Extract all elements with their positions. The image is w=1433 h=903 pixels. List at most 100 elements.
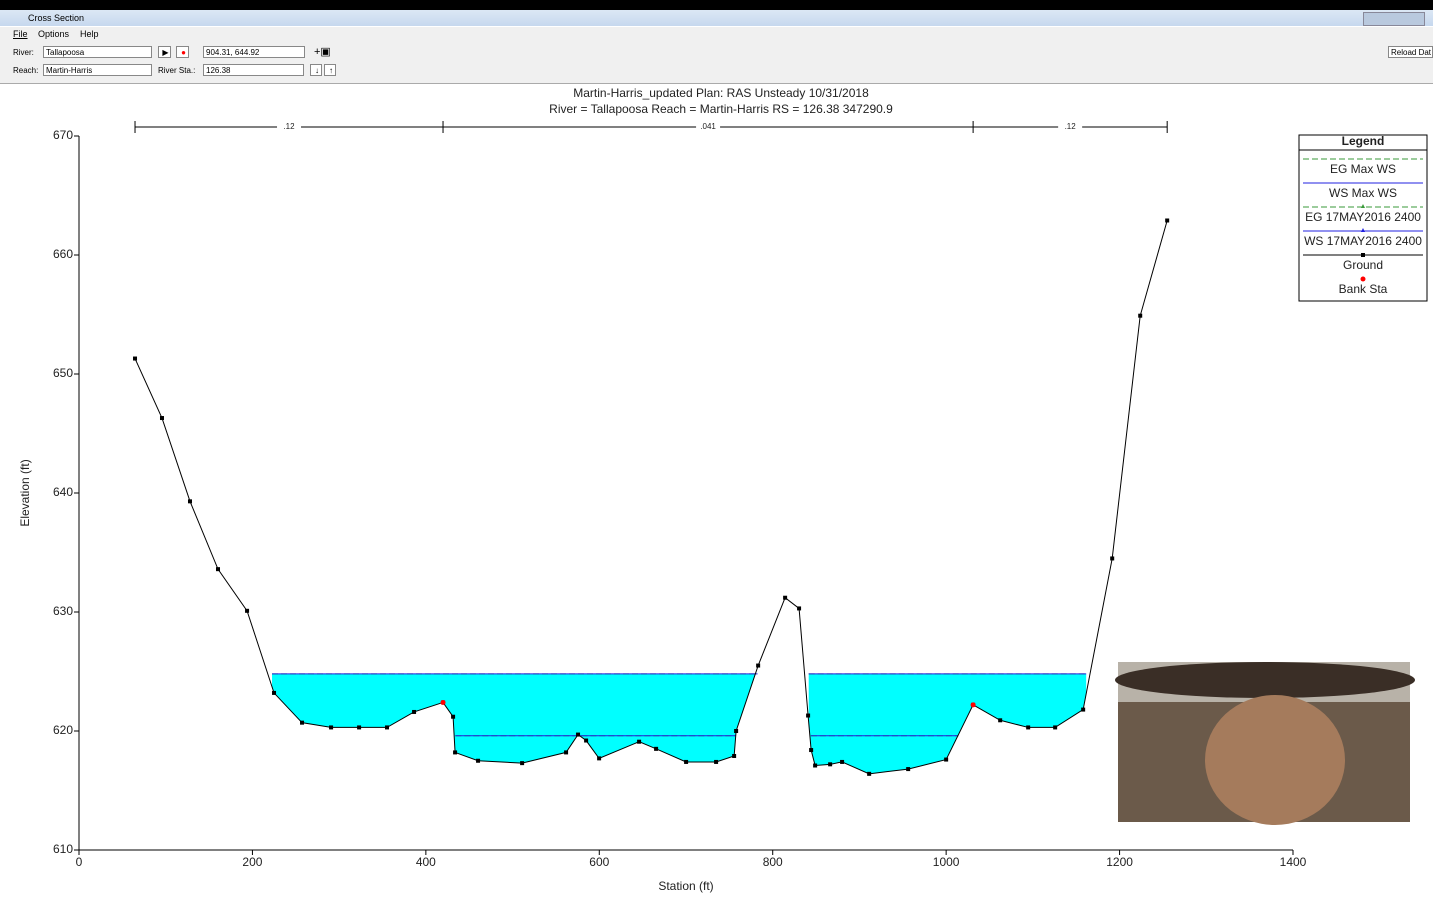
ground-point — [453, 750, 457, 754]
legend-label: EG 17MAY2016 2400 — [1305, 210, 1421, 224]
y-tick-label: 640 — [53, 485, 73, 499]
ground-point — [412, 710, 416, 714]
ground-point — [1026, 725, 1030, 729]
ground-point — [584, 739, 588, 743]
window-buttons[interactable] — [1363, 12, 1425, 26]
ground-point — [188, 499, 192, 503]
chart-title: Martin-Harris_updated Plan: RAS Unsteady… — [573, 86, 869, 100]
reload-button[interactable]: Reload Dat — [1388, 46, 1433, 58]
ground-point — [756, 664, 760, 668]
menu-item[interactable]: Help — [80, 29, 99, 39]
x-tick-label: 1000 — [933, 855, 960, 869]
ground-point — [1053, 725, 1057, 729]
legend-marker — [1361, 277, 1366, 282]
ground-point — [133, 357, 137, 361]
top-edge — [0, 0, 1433, 10]
cursor-field: 904.31, 644.92 — [203, 46, 305, 58]
ground-point — [797, 606, 801, 610]
photo-face — [1205, 695, 1345, 825]
x-tick-label: 400 — [416, 855, 436, 869]
y-tick-label: 650 — [53, 366, 73, 380]
reach-select[interactable]: Martin-Harris — [43, 64, 152, 76]
y-tick-label: 620 — [53, 723, 73, 737]
down-button[interactable]: ↓ — [310, 64, 322, 76]
menu-item[interactable]: File — [13, 29, 28, 39]
y-axis-label: Elevation (ft) — [18, 459, 32, 526]
y-tick-label: 610 — [53, 842, 73, 856]
n-label: .12 — [1065, 122, 1077, 131]
ground-point — [734, 729, 738, 733]
ground-point — [714, 760, 718, 764]
ground-point — [732, 754, 736, 758]
ground-point — [906, 767, 910, 771]
legend-label: Ground — [1343, 258, 1383, 272]
ground-point — [1138, 314, 1142, 318]
y-tick-label: 670 — [53, 128, 73, 142]
ground-point — [272, 691, 276, 695]
x-tick-label: 1200 — [1106, 855, 1133, 869]
add-button[interactable]: +▣ — [312, 46, 336, 58]
window-title: Cross Section — [28, 13, 84, 23]
ground-point — [300, 721, 304, 725]
station-label: River Sta.: — [158, 66, 195, 75]
n-label: .041 — [700, 122, 716, 131]
ground-point — [684, 760, 688, 764]
ground-point — [867, 772, 871, 776]
toolbar: River: Tallapoosa Reach: Martin-Harris ▶… — [0, 41, 1433, 84]
ground-point — [828, 762, 832, 766]
x-tick-label: 800 — [763, 855, 783, 869]
ground-point — [1081, 708, 1085, 712]
station-select[interactable]: 126.38 — [203, 64, 304, 76]
record-button[interactable]: ● — [176, 46, 189, 58]
ground-point — [654, 747, 658, 751]
legend-marker — [1361, 253, 1365, 257]
x-tick-label: 1400 — [1280, 855, 1307, 869]
legend-label: WS 17MAY2016 2400 — [1304, 234, 1422, 248]
x-axis-label: Station (ft) — [658, 879, 713, 893]
bank-station — [971, 702, 976, 707]
menu-item[interactable]: Options — [38, 29, 69, 39]
n-label: .12 — [283, 122, 295, 131]
y-tick-label: 660 — [53, 247, 73, 261]
ground-point — [160, 416, 164, 420]
ground-point — [385, 725, 389, 729]
title-bar: Cross Section — [0, 10, 1433, 26]
play-button[interactable]: ▶ — [158, 46, 171, 58]
ground-point — [576, 733, 580, 737]
ground-point — [1165, 218, 1169, 222]
legend-title: Legend — [1342, 134, 1385, 148]
ground-point — [451, 715, 455, 719]
river-select[interactable]: Tallapoosa — [43, 46, 152, 58]
ground-point — [998, 718, 1002, 722]
x-tick-label: 0 — [76, 855, 83, 869]
y-tick-label: 630 — [53, 604, 73, 618]
chart: Martin-Harris_updated Plan: RAS Unsteady… — [0, 84, 1433, 902]
app: Cross Section File Options Help River: T… — [0, 0, 1433, 903]
chart-subtitle: River = Tallapoosa Reach = Martin-Harris… — [549, 102, 893, 116]
x-tick-label: 200 — [242, 855, 262, 869]
x-tick-label: 600 — [589, 855, 609, 869]
ground-point — [637, 740, 641, 744]
menu-bar: File Options Help — [0, 27, 1433, 41]
legend-label: WS Max WS — [1329, 186, 1397, 200]
ground-point — [783, 596, 787, 600]
bank-station — [441, 700, 446, 705]
ground-point — [564, 750, 568, 754]
ground-point — [520, 761, 524, 765]
ground-point — [840, 760, 844, 764]
ground-point — [357, 725, 361, 729]
ground-point — [216, 567, 220, 571]
ground-point — [245, 609, 249, 613]
reach-label: Reach: — [13, 66, 38, 75]
river-label: River: — [13, 48, 34, 57]
ground-point — [329, 725, 333, 729]
ground-point — [597, 756, 601, 760]
ground-point — [806, 714, 810, 718]
legend-label: EG Max WS — [1330, 162, 1396, 176]
ground-point — [1110, 556, 1114, 560]
water-fill — [809, 674, 1086, 850]
up-button[interactable]: ↑ — [324, 64, 336, 76]
photo-hat — [1115, 662, 1415, 698]
ground-point — [944, 758, 948, 762]
ground-point — [809, 748, 813, 752]
